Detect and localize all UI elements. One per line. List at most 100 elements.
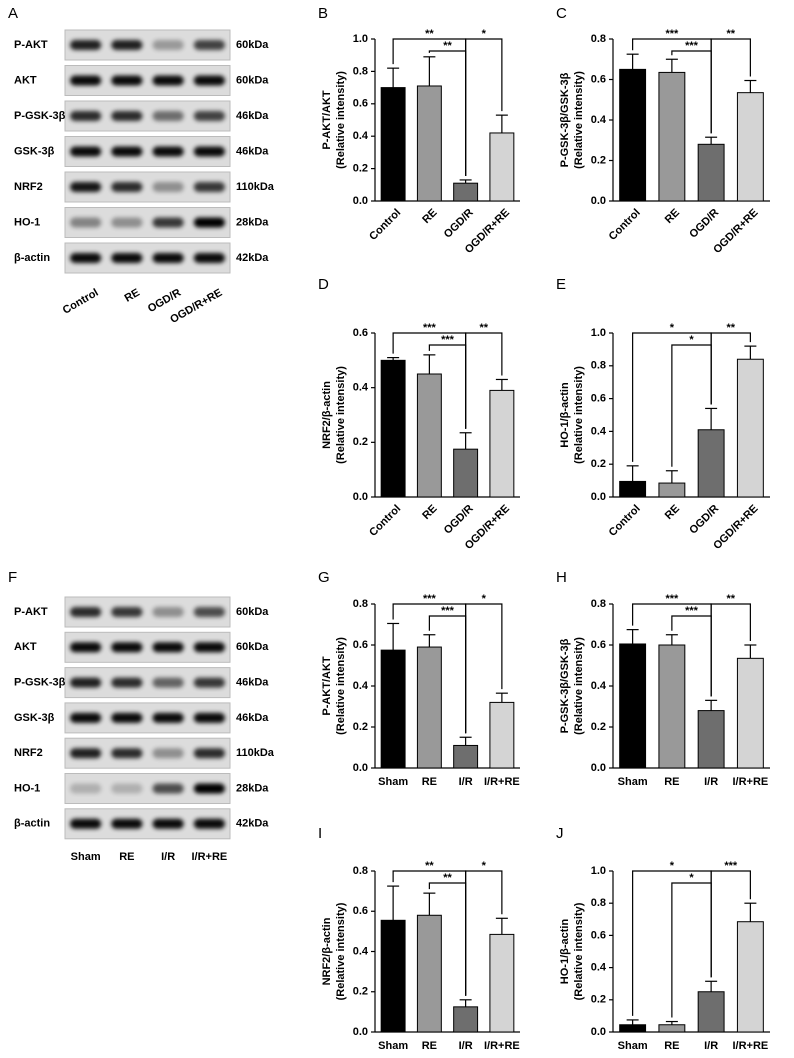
significance-label: *** (423, 593, 437, 605)
significance-label: * (670, 860, 675, 872)
significance-label: *** (665, 28, 679, 40)
error-bar (744, 345, 757, 360)
x-tick-label: Control (607, 207, 643, 243)
blot-band (111, 253, 143, 263)
blot-band (152, 642, 184, 653)
blot-band (193, 642, 225, 653)
protein-label: P-GSK-3β (14, 677, 66, 689)
error-bar (423, 634, 436, 648)
panel-label: J (556, 825, 564, 842)
x-tick-label: I/R (459, 1040, 473, 1052)
x-tick-label: OGD/R (687, 207, 721, 241)
bar (453, 1006, 479, 1033)
y-axis-label: P-GSK-3β/GSK-3β (559, 72, 571, 167)
y-tick-label: 0.6 (353, 327, 368, 339)
y-tick-label: 0.6 (591, 393, 606, 405)
blot-band (152, 40, 184, 50)
significance-bracket (465, 332, 503, 429)
blot-band (152, 75, 184, 86)
y-tick-label: 0.0 (591, 1026, 606, 1038)
bar (380, 87, 406, 202)
significance-label: ** (425, 860, 434, 872)
blot-band (70, 607, 102, 617)
significance-label: ** (726, 593, 735, 605)
panel-label: A (8, 5, 18, 22)
x-tick-label: RE (664, 1040, 679, 1052)
panel-label: H (556, 569, 567, 586)
blot-band (70, 111, 102, 121)
error-bar (495, 692, 508, 703)
x-tick-label: I/R (459, 776, 473, 788)
x-tick-label: I/R+RE (484, 776, 520, 788)
x-tick-label: RE (663, 503, 682, 522)
lane-label: I/R (161, 851, 175, 863)
blot-band (193, 40, 225, 50)
size-label: 110kDa (236, 747, 275, 759)
blot-band (111, 712, 143, 723)
y-tick-label: 0.6 (353, 98, 368, 110)
significance-bracket (710, 38, 751, 134)
blot-band (152, 146, 184, 157)
error-bar (705, 980, 718, 992)
blot-band (70, 182, 102, 192)
bar (416, 85, 442, 202)
x-tick-label: I/R+RE (732, 1040, 768, 1052)
bar (489, 933, 515, 1033)
blot-band (111, 182, 143, 192)
bar (658, 1024, 686, 1033)
panel-label: D (318, 276, 329, 293)
blot-band (111, 217, 143, 228)
bar (697, 143, 725, 202)
x-tick-label: I/R (704, 776, 718, 788)
blot-band (152, 783, 184, 794)
y-tick-label: 0.8 (591, 33, 606, 45)
y-tick-label: 0.6 (353, 639, 368, 651)
y-axis-label: (Relative intensity) (335, 366, 347, 464)
y-tick-label: 0.4 (591, 680, 607, 692)
protein-label: P-AKT (14, 39, 48, 51)
size-label: 60kDa (236, 39, 269, 51)
x-tick-label: Control (367, 207, 403, 243)
y-tick-label: 0.2 (591, 458, 606, 470)
blot-band (193, 818, 225, 829)
size-label: 46kDa (236, 712, 269, 724)
y-tick-label: 0.8 (591, 360, 606, 372)
bar (736, 92, 764, 202)
x-tick-label: RE (420, 503, 439, 522)
significance-bracket (710, 603, 751, 697)
significance-label: * (689, 872, 694, 884)
y-tick-label: 0.6 (591, 929, 606, 941)
error-bar (423, 56, 436, 86)
protein-label: HO-1 (14, 782, 40, 794)
size-label: 28kDa (236, 216, 269, 228)
error-bar (459, 432, 472, 450)
y-tick-label: 0.8 (353, 65, 368, 77)
blot-band (70, 217, 102, 228)
y-tick-label: 0.4 (353, 382, 369, 394)
bar (380, 919, 406, 1033)
y-axis-label: (Relative intensity) (573, 71, 585, 169)
y-tick-label: 0.4 (591, 962, 607, 974)
bar (697, 429, 725, 498)
blot-band (193, 111, 225, 121)
x-tick-label: OGD/R (687, 503, 721, 537)
y-tick-label: 0.4 (353, 130, 369, 142)
x-tick-label: I/R+RE (484, 1040, 520, 1052)
bar (619, 643, 647, 769)
x-tick-label: I/R+RE (732, 776, 768, 788)
significance-label: * (670, 322, 675, 334)
blot-band (70, 642, 102, 653)
blot-band (70, 253, 102, 263)
significance-bracket (710, 870, 751, 978)
x-tick-label: OGD/R (442, 503, 476, 537)
y-axis-label: (Relative intensity) (335, 71, 347, 169)
lane-label: I/R+RE (191, 851, 227, 863)
protein-label: P-AKT (14, 606, 48, 618)
protein-label: β-actin (14, 252, 50, 264)
x-tick-label: Sham (378, 776, 408, 788)
y-tick-label: 1.0 (353, 33, 368, 45)
y-tick-label: 0.2 (353, 986, 368, 998)
significance-bracket (465, 603, 503, 734)
error-bar (387, 67, 400, 88)
